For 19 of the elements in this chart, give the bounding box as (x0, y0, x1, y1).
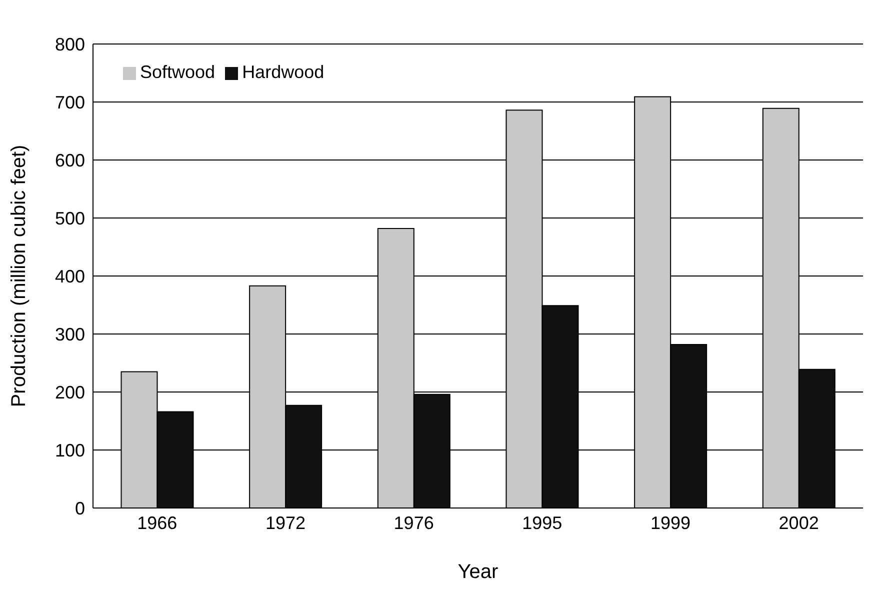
x-tick-label: 2002 (778, 512, 819, 533)
y-tick-label: 800 (54, 34, 85, 54)
y-tick-label: 500 (54, 208, 85, 228)
y-tick-label: 400 (54, 266, 85, 286)
x-tick-label: 1972 (265, 512, 306, 533)
x-tick-label: 1995 (522, 512, 562, 533)
x-tick-label: 1999 (650, 512, 691, 533)
y-axis-title: Production (million cubic feet) (8, 144, 30, 408)
legend-label: Softwood (140, 62, 216, 82)
y-tick-label: 100 (54, 440, 85, 460)
x-tick-label: 1966 (137, 512, 178, 533)
y-tick-label: 700 (54, 92, 85, 112)
y-tick-label: 600 (54, 150, 85, 170)
x-axis-title: Year (458, 561, 499, 583)
y-tick-label: 200 (54, 382, 85, 402)
y-tick-label: 0 (74, 498, 85, 518)
legend-label: Hardwood (242, 62, 324, 82)
x-tick-label: 1976 (394, 512, 434, 533)
y-tick-label: 300 (54, 324, 85, 344)
